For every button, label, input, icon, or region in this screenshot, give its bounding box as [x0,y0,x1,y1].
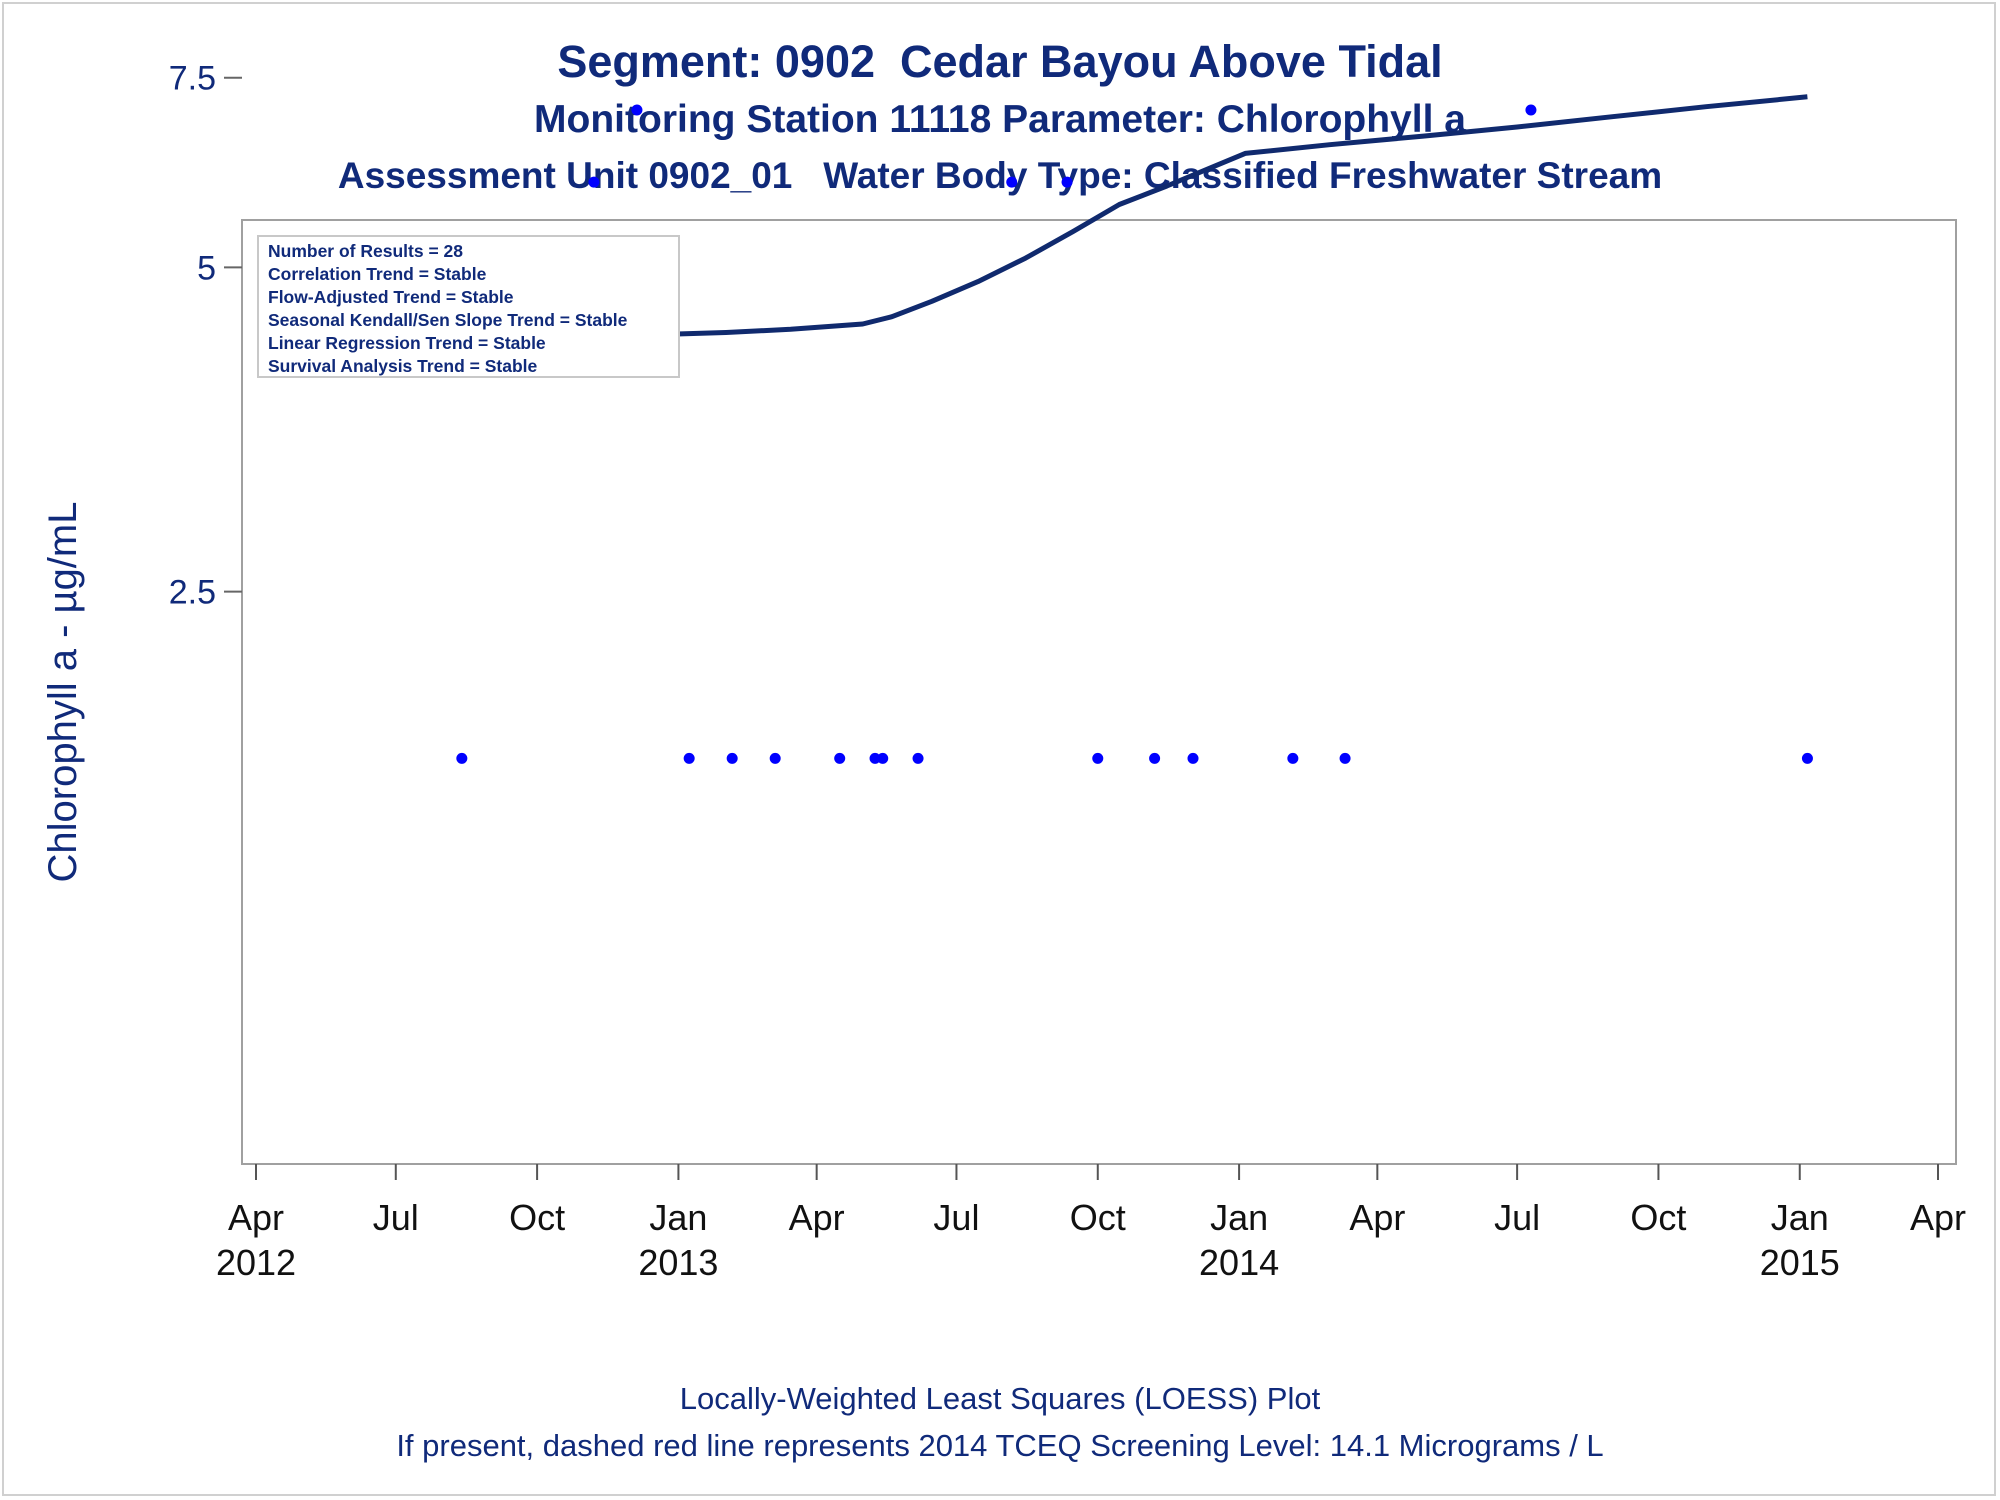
chart-title: Segment: 0902 Cedar Bayou Above Tidal [557,36,1443,87]
footnote-screening-level: If present, dashed red line represents 2… [396,1428,1604,1463]
data-point [456,752,468,764]
y-tick-label: 7.5 [169,60,216,98]
data-point [1092,752,1104,764]
x-tick-label: Jul [373,1197,419,1238]
data-point [769,752,781,764]
stats-legend: Number of Results = 28 Correlation Trend … [257,235,680,378]
x-tick-label: Jul [1494,1197,1540,1238]
legend-line: Survival Analysis Trend = Stable [268,356,538,376]
y-tick-label: 2.5 [169,574,216,612]
x-tick-label: Apr [1910,1197,1966,1238]
data-point [631,104,643,116]
footnote-loess: Locally-Weighted Least Squares (LOESS) P… [679,1381,1321,1416]
data-point [1006,176,1018,188]
data-point [1061,176,1073,188]
data-point [1287,752,1299,764]
data-point [869,752,881,764]
data-point [683,752,695,764]
legend-line: Correlation Trend = Stable [268,264,487,284]
x-tick-label: Oct [1070,1197,1126,1238]
x-tick-label: Jul [933,1197,979,1238]
x-tick-year-label: 2013 [638,1242,718,1283]
legend-line: Number of Results = 28 [268,241,463,261]
y-axis-label: Chlorophyll a - µg/mL [41,502,85,883]
data-point [726,752,738,764]
chart-subtitle-2: Assessment Unit 0902_01 Water Body Type:… [337,155,1663,196]
x-tick-year-label: 2014 [1199,1242,1279,1283]
y-tick-label: 5 [197,249,216,287]
legend-line: Seasonal Kendall/Sen Slope Trend = Stabl… [268,310,628,330]
data-point [1801,752,1813,764]
x-tick-label: Oct [1630,1197,1686,1238]
x-tick-label: Jan [649,1197,707,1238]
data-point [877,752,889,764]
x-tick-label: Apr [228,1197,284,1238]
legend-line: Linear Regression Trend = Stable [268,333,546,353]
data-point [1339,752,1351,764]
legend-line: Flow-Adjusted Trend = Stable [268,287,514,307]
data-point [912,752,924,764]
x-tick-label: Jan [1771,1197,1829,1238]
data-point [588,176,600,188]
points-layer [258,104,1813,764]
data-point [1149,752,1161,764]
data-point [834,752,846,764]
x-tick-label: Apr [1349,1197,1405,1238]
x-tick-label: Apr [789,1197,845,1238]
legend-box [257,235,680,378]
x-tick-year-label: 2015 [1760,1242,1840,1283]
x-tick-year-label: 2012 [216,1242,296,1283]
x-tick-label: Jan [1210,1197,1268,1238]
data-point [1525,104,1537,116]
x-tick-label: Oct [509,1197,565,1238]
data-point [1187,752,1199,764]
y-axis: 2.557.51012.51517.522.5 [169,60,243,1164]
